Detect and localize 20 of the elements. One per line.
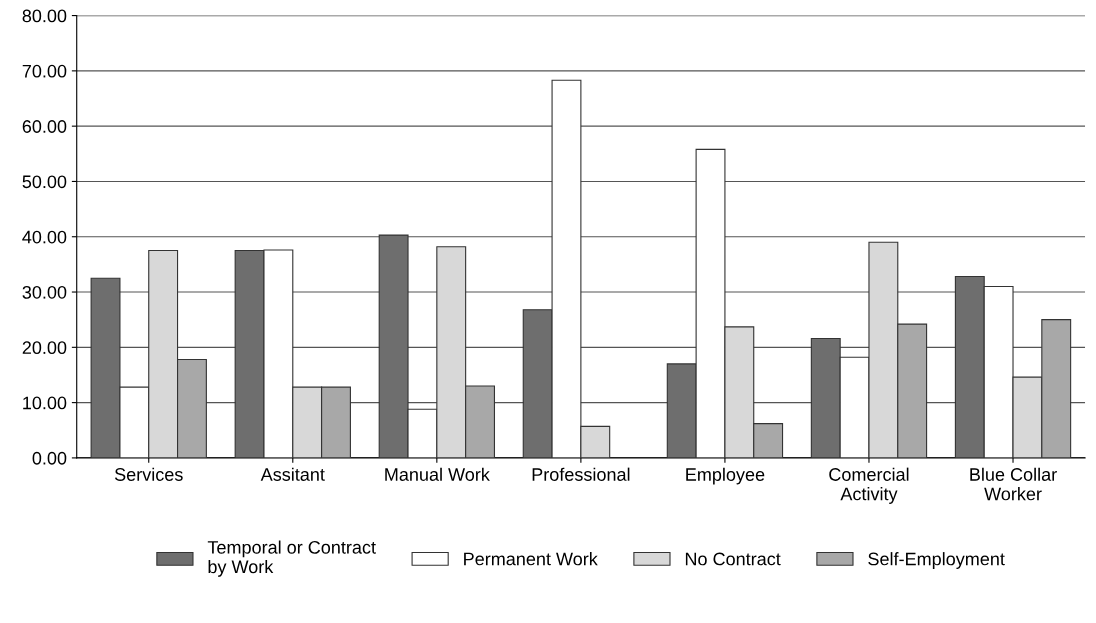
x-tick-label: Professional xyxy=(532,467,630,481)
y-tick-label: 70.00 xyxy=(22,64,67,78)
x-tick-label: Assitant xyxy=(260,467,325,481)
y-tick-label: 40.00 xyxy=(22,230,67,244)
y-tick-label: 20.00 xyxy=(22,341,67,355)
legend-label: Temporal or Contract by Work xyxy=(207,540,376,577)
legend-label: No Contract xyxy=(685,552,781,566)
y-tick-label: 10.00 xyxy=(23,396,67,410)
x-tick-label: Manual Work xyxy=(385,467,490,481)
y-tick-label: 60.00 xyxy=(22,120,67,133)
y-tick-label: 80.00 xyxy=(22,9,67,23)
x-tick-label: Employee xyxy=(686,467,765,485)
x-tick-label: Services xyxy=(114,467,183,481)
y-tick-label: 0.00 xyxy=(32,451,67,465)
x-tick-label: Blue Collar Worker xyxy=(970,467,1057,501)
x-tick-label: Comercial Activity xyxy=(829,467,909,504)
y-tick-label: 30.00 xyxy=(22,285,67,299)
legend-label: Permanent Work xyxy=(464,552,598,566)
legend-label: Self-Employment xyxy=(868,552,1005,569)
y-tick-label: 50.00 xyxy=(22,175,67,189)
